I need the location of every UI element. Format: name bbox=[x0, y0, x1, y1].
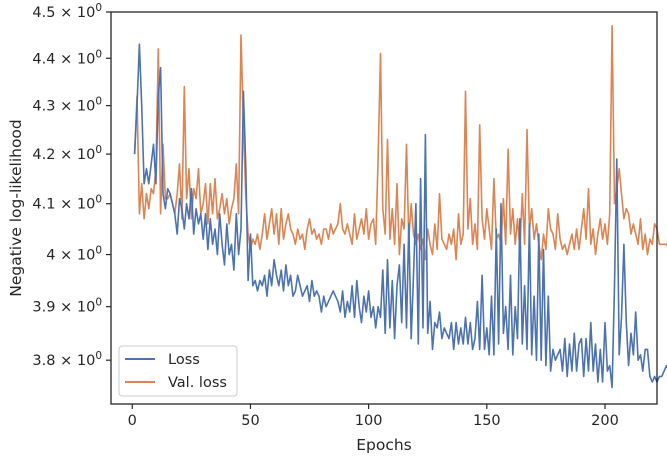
x-tick-label: 200 bbox=[591, 413, 619, 429]
y-tick-label: 4.2 × 100 bbox=[32, 144, 102, 163]
x-tick-label: 100 bbox=[355, 413, 383, 429]
series-line-1 bbox=[133, 24, 667, 261]
y-tick-label: 4.3 × 100 bbox=[32, 96, 102, 115]
legend: Loss Val. loss bbox=[118, 345, 238, 397]
x-axis-label: Epochs bbox=[356, 436, 412, 454]
plot-frame bbox=[110, 11, 658, 405]
x-tick-label: 150 bbox=[473, 413, 501, 429]
ticks-layer: 0 50 100 150 200 3.8 × 100 3.9 × 100 4 × 100 4.1… bbox=[32, 2, 618, 429]
y-tick-label: 4 × 100 bbox=[46, 245, 102, 264]
y-axis-label: Negative log-likelihood bbox=[7, 119, 25, 297]
series-line-0 bbox=[133, 43, 667, 389]
y-tick-label: 3.9 × 100 bbox=[32, 297, 102, 316]
y-tick-label: 4.1 × 100 bbox=[32, 194, 102, 213]
y-tick-label: 4.4 × 100 bbox=[32, 48, 102, 67]
x-tick-label: 0 bbox=[128, 413, 137, 429]
x-tick-label: 50 bbox=[241, 413, 259, 429]
legend-label-1: Val. loss bbox=[168, 375, 227, 391]
y-tick-label: 3.8 × 100 bbox=[32, 350, 102, 369]
series-layer bbox=[133, 24, 667, 389]
legend-label-0: Loss bbox=[168, 352, 200, 368]
y-tick-label: 4.5 × 100 bbox=[32, 2, 102, 21]
